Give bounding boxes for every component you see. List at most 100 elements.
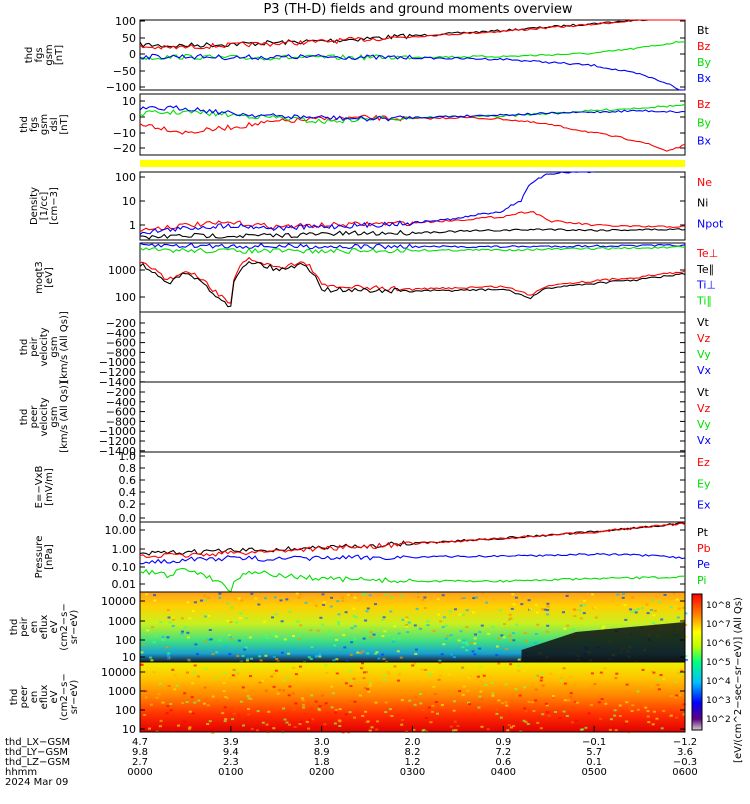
- spectrogram-pixel: [144, 691, 148, 694]
- series-Te⊥: [140, 256, 686, 304]
- spectrogram-pixel: [200, 599, 203, 602]
- spectrogram-pixel: [590, 672, 594, 675]
- spectrogram-pixel: [352, 607, 356, 610]
- spectrogram-pixel: [652, 710, 656, 713]
- x-tick-label: 0100: [218, 767, 243, 778]
- spectrogram-pixel: [559, 680, 563, 683]
- spectrogram-pixel: [511, 593, 515, 596]
- spectrogram-pixel: [408, 699, 412, 702]
- spectrogram-pixel: [439, 620, 443, 623]
- series-Bt: [139, 19, 685, 48]
- legend-label: Ex: [697, 499, 711, 512]
- spectrogram-pixel: [183, 626, 187, 629]
- spectrogram-pixel: [424, 668, 428, 671]
- spectrogram-pixel: [450, 653, 454, 656]
- spectrogram-pixel: [662, 678, 666, 681]
- spectrogram-pixel: [206, 704, 210, 707]
- spectrogram-pixel: [273, 633, 277, 636]
- spectrogram-pixel: [650, 685, 654, 688]
- spectrogram-pixel: [507, 724, 511, 726]
- legend-label: Pi: [697, 574, 706, 587]
- y-tick-label: −600: [106, 337, 136, 350]
- spectrogram-pixel: [288, 685, 292, 688]
- spectrogram-pixel: [528, 666, 532, 669]
- spectrogram-pixel: [218, 592, 222, 595]
- spectrogram-pixel: [318, 653, 322, 656]
- spectrogram-pixel: [646, 710, 650, 713]
- spectrogram-pixel: [153, 599, 157, 602]
- spectrogram-pixel: [223, 672, 226, 674]
- spectrogram-pixel: [680, 669, 684, 672]
- spectrogram-pixel: [168, 621, 172, 624]
- spectrogram-pixel: [299, 669, 303, 672]
- spectrogram-pixel: [390, 715, 394, 717]
- spectrogram-peer-spec: [140, 662, 685, 732]
- y-tick-label: 10.00: [105, 524, 137, 537]
- spectrogram-pixel: [446, 635, 450, 637]
- spectrogram-pixel: [473, 637, 477, 640]
- spectrogram-pixel: [260, 679, 264, 682]
- spectrogram-pixel: [223, 720, 227, 723]
- legend-label: By: [697, 56, 712, 69]
- spectrogram-pixel: [330, 685, 334, 688]
- spectrogram-pixel: [143, 714, 147, 716]
- spectrogram-pixel: [171, 617, 175, 620]
- spectrogram-pixel: [298, 723, 302, 725]
- spectrogram-pixel: [194, 643, 198, 646]
- spectrogram-pixel: [183, 692, 187, 695]
- spectrogram-pixel: [435, 664, 439, 667]
- spectrogram-pixel: [159, 719, 163, 722]
- y-tick-label: −800: [106, 415, 136, 428]
- spectrogram-pixel: [565, 595, 569, 597]
- spectrogram-pixel: [301, 699, 305, 702]
- spectrogram-pixel: [188, 710, 192, 713]
- spectrogram-pixel: [480, 685, 484, 688]
- spectrogram-pixel: [682, 713, 686, 716]
- spectrogram-pixel: [324, 702, 328, 705]
- spectrogram-pixel: [247, 713, 251, 716]
- spectrogram-pixel: [417, 596, 420, 598]
- x-tick-label: 0000: [127, 767, 152, 778]
- x-tick-label: 3.6: [677, 747, 693, 758]
- spectrogram-pixel: [256, 729, 259, 732]
- spectrogram-pixel: [574, 719, 578, 722]
- spectrogram-pixel: [509, 639, 513, 642]
- spectrogram-pixel: [185, 701, 189, 704]
- spectrogram-pixel: [377, 657, 381, 660]
- spectrogram-pixel: [545, 711, 549, 714]
- spectrogram-pixel: [392, 640, 396, 643]
- series-Ti⊥: [139, 242, 686, 250]
- series-Pb: [139, 522, 686, 559]
- spectrogram-pixel: [166, 609, 170, 612]
- spectrogram-pixel: [152, 641, 156, 644]
- spectrogram-pixel: [188, 617, 192, 620]
- spectrogram-pixel: [503, 623, 506, 625]
- spectrogram-pixel: [650, 609, 653, 611]
- spectrogram-pixel: [368, 647, 372, 650]
- spectrogram-pixel: [613, 709, 617, 712]
- spectrogram-pixel: [487, 632, 491, 635]
- spectrogram-pixel: [235, 621, 239, 624]
- spectrogram-pixel: [223, 682, 226, 684]
- spectrogram-pixel: [247, 708, 250, 710]
- spectrogram-pixel: [444, 624, 448, 627]
- spectrogram-pixel: [171, 618, 175, 621]
- panel-frame: [139, 171, 686, 241]
- spectrogram-pixel: [539, 727, 543, 730]
- x-tick-label: 2.0: [405, 737, 421, 748]
- spectrogram-pixel: [202, 702, 206, 705]
- spectrogram-pixel: [325, 672, 329, 675]
- spectrogram-pixel: [167, 685, 171, 687]
- spectrogram-pixel: [243, 648, 247, 651]
- spectrogram-pixel: [631, 704, 635, 707]
- spectrogram-pixel: [382, 679, 386, 682]
- y-tick-label: −200: [106, 317, 136, 330]
- spectrogram-pixel: [192, 671, 196, 674]
- spectrogram-pixel: [569, 692, 573, 695]
- spectrogram-pixel: [636, 608, 640, 611]
- spectrogram-pixel: [436, 598, 440, 601]
- spectrogram-pixel: [314, 604, 318, 607]
- spectrogram-pixel: [190, 696, 194, 699]
- spectrogram-pixel: [389, 610, 393, 613]
- spectrogram-pixel: [349, 685, 353, 687]
